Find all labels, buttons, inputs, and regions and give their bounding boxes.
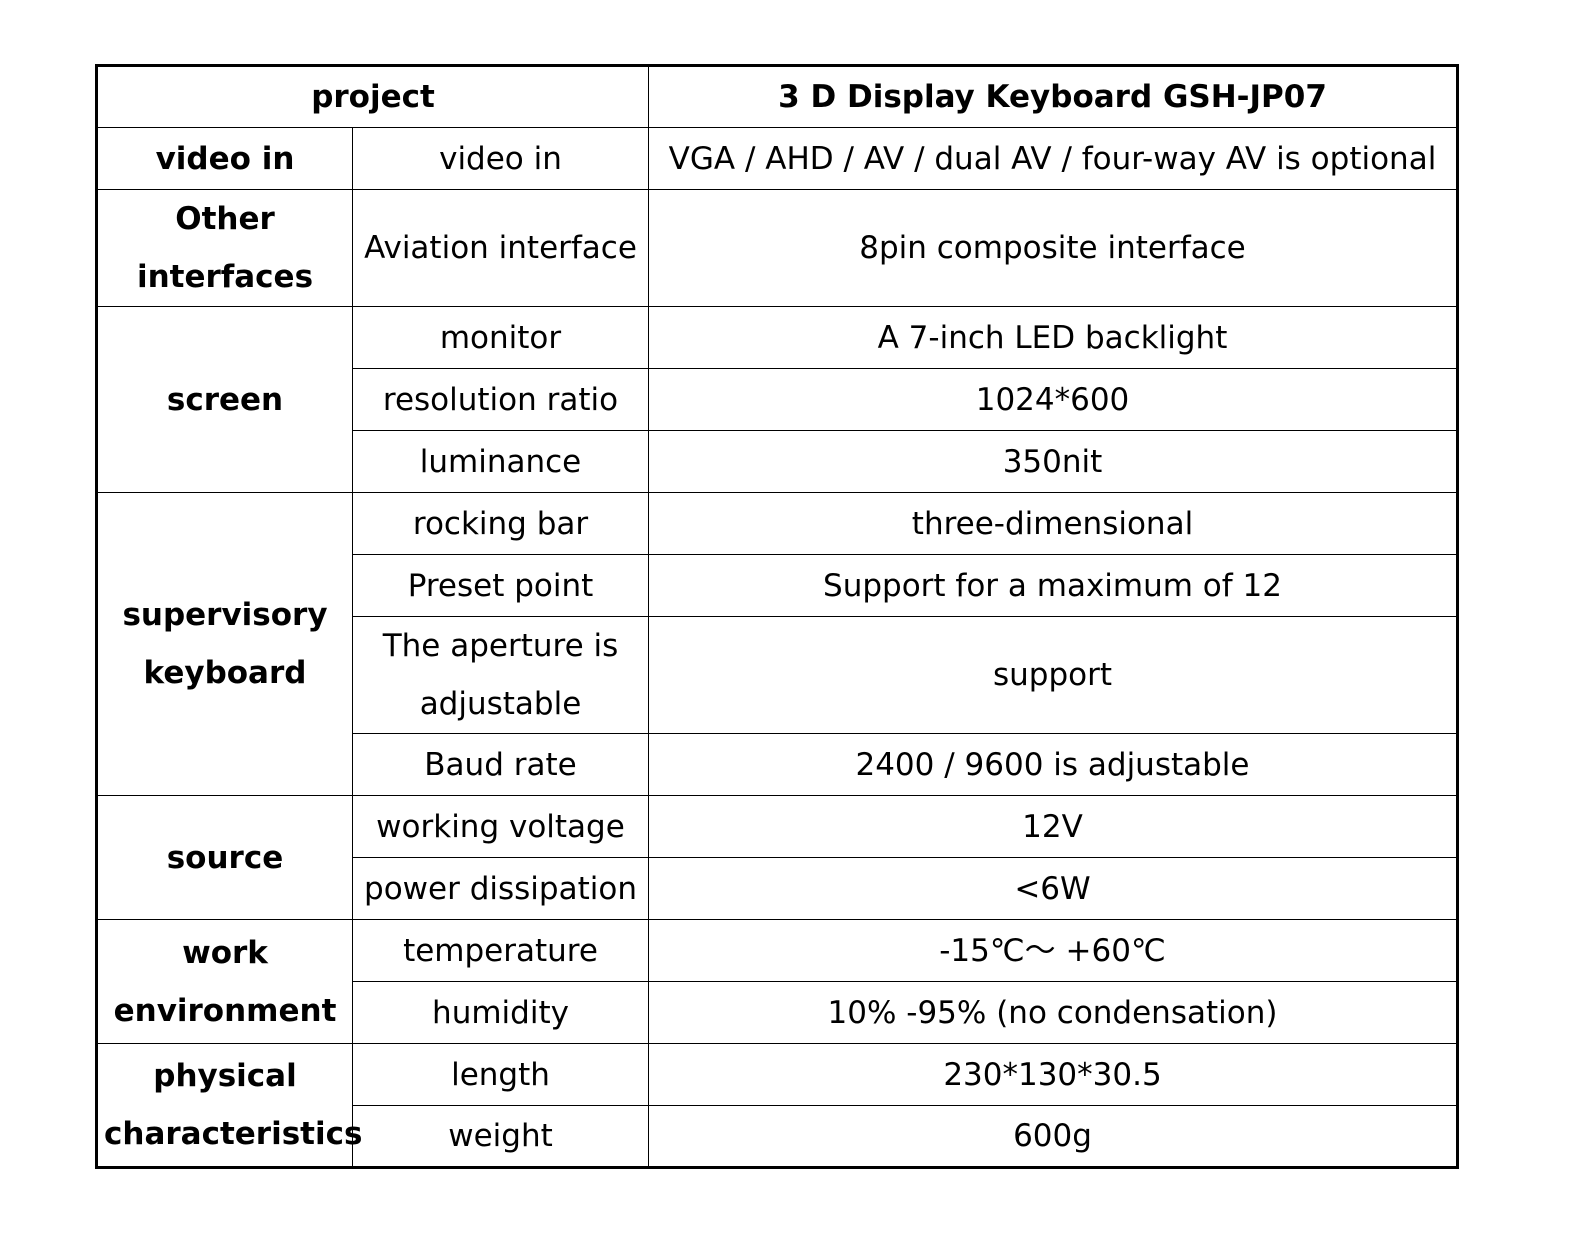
table-row: resolution ratio 1024*600 [97, 368, 1458, 431]
group-label: physical characteristics [96, 1043, 362, 1168]
table-row: Baud rate 2400 / 9600 is adjustable [97, 733, 1458, 796]
header-project: project [96, 65, 649, 128]
group-label: video in [96, 127, 353, 190]
param-label: resolution ratio [352, 368, 649, 431]
param-value: 10% -95% (no condensation) [648, 981, 1458, 1044]
group-label: screen [96, 306, 353, 493]
param-value: support [648, 616, 1458, 734]
table-row: supervisory keyboard rocking bar three-d… [96, 492, 1458, 796]
table-row: power dissipation <6W [97, 857, 1458, 920]
group-label: work environment [96, 919, 353, 1044]
param-label: rocking bar [352, 492, 649, 555]
header-product: 3 D Display Keyboard GSH-JP07 [648, 65, 1458, 128]
table-row: humidity 10% -95% (no condensation) [97, 981, 1458, 1044]
table-row: physical characteristics length 230*130*… [96, 1043, 1458, 1168]
param-value: <6W [648, 857, 1458, 920]
param-label: humidity [352, 981, 649, 1044]
table-row: The aperture is adjustable support [97, 616, 1458, 734]
param-label: monitor [352, 306, 649, 369]
param-value: 8pin composite interface [648, 189, 1458, 307]
param-label: Aviation interface [352, 189, 649, 307]
param-value: 1024*600 [648, 368, 1458, 431]
param-value: 230*130*30.5 [648, 1043, 1458, 1106]
param-label: video in [352, 127, 649, 190]
param-value: A 7-inch LED backlight [648, 306, 1458, 369]
table-row: screen monitor A 7-inch LED backlight [96, 306, 1458, 493]
table-row: weight 600g [97, 1105, 1458, 1168]
param-label: temperature [352, 919, 649, 982]
group-label: source [96, 795, 353, 920]
param-label: The aperture is adjustable [352, 616, 649, 734]
param-value: VGA / AHD / AV / dual AV / four-way AV i… [648, 127, 1458, 190]
group-label: supervisory keyboard [96, 492, 353, 796]
param-value: Support for a maximum of 12 [648, 554, 1458, 617]
table-row: work environment temperature -15℃～ +60℃ [96, 919, 1458, 1044]
group-label: Other interfaces [96, 189, 353, 307]
header-row: project 3 D Display Keyboard GSH-JP07 [96, 65, 1458, 128]
table-row: video in video in VGA / AHD / AV / dual … [96, 127, 1458, 190]
param-value: -15℃～ +60℃ [648, 919, 1458, 982]
param-label: length [352, 1043, 649, 1106]
spec-table: project 3 D Display Keyboard GSH-JP07 vi… [95, 64, 1459, 1169]
table-row: source working voltage 12V [96, 795, 1458, 920]
table-row: Other interfaces Aviation interface 8pin… [96, 189, 1458, 307]
param-value: 600g [648, 1105, 1458, 1168]
table-row: Preset point Support for a maximum of 12 [97, 554, 1458, 617]
param-label: working voltage [352, 795, 649, 858]
param-value: 2400 / 9600 is adjustable [648, 733, 1458, 796]
param-label: weight [352, 1105, 649, 1168]
param-label: luminance [352, 430, 649, 493]
param-label: Preset point [352, 554, 649, 617]
param-label: power dissipation [352, 857, 649, 920]
param-label: Baud rate [352, 733, 649, 796]
param-value: three-dimensional [648, 492, 1458, 555]
param-value: 350nit [648, 430, 1458, 493]
param-value: 12V [648, 795, 1458, 858]
